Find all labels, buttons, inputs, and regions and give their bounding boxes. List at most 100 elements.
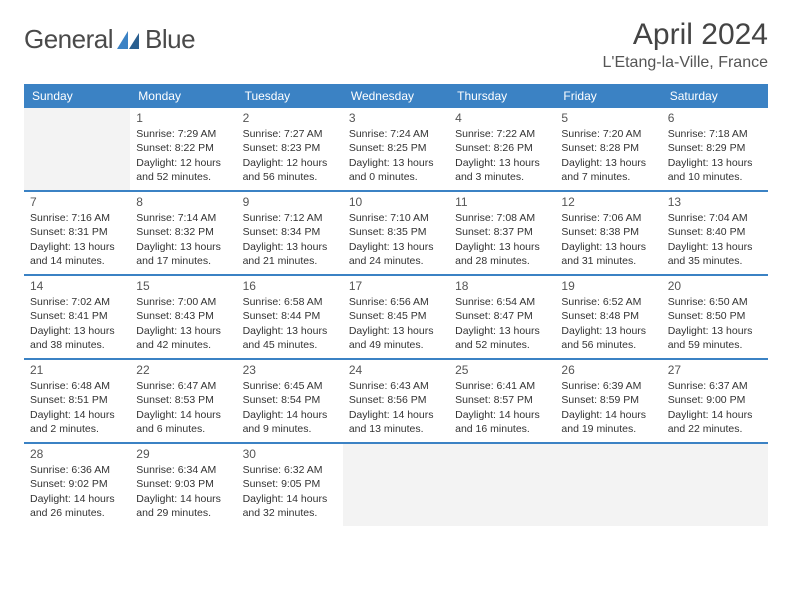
sunset-text: Sunset: 8:48 PM: [561, 309, 655, 323]
sunrise-text: Sunrise: 7:20 AM: [561, 127, 655, 141]
sunrise-text: Sunrise: 7:16 AM: [30, 211, 124, 225]
page: General Blue April 2024 L'Etang-la-Ville…: [0, 0, 792, 544]
weeks-container: 1Sunrise: 7:29 AMSunset: 8:22 PMDaylight…: [24, 108, 768, 526]
calendar-cell-empty: [24, 108, 130, 190]
calendar-cell: 13Sunrise: 7:04 AMSunset: 8:40 PMDayligh…: [662, 192, 768, 274]
sunset-text: Sunset: 8:31 PM: [30, 225, 124, 239]
day-number: 26: [561, 362, 655, 378]
calendar-cell: 16Sunrise: 6:58 AMSunset: 8:44 PMDayligh…: [237, 276, 343, 358]
daylight-text: Daylight: 13 hours and 56 minutes.: [561, 324, 655, 352]
week-row: 28Sunrise: 6:36 AMSunset: 9:02 PMDayligh…: [24, 444, 768, 526]
sunset-text: Sunset: 8:40 PM: [668, 225, 762, 239]
day-number: 4: [455, 110, 549, 126]
daylight-text: Daylight: 14 hours and 6 minutes.: [136, 408, 230, 436]
sunset-text: Sunset: 8:28 PM: [561, 141, 655, 155]
day-number: 30: [243, 446, 337, 462]
calendar-cell: 2Sunrise: 7:27 AMSunset: 8:23 PMDaylight…: [237, 108, 343, 190]
day-number: 7: [30, 194, 124, 210]
calendar-cell: 7Sunrise: 7:16 AMSunset: 8:31 PMDaylight…: [24, 192, 130, 274]
daylight-text: Daylight: 13 hours and 59 minutes.: [668, 324, 762, 352]
day-number: 17: [349, 278, 443, 294]
day-number: 3: [349, 110, 443, 126]
sunset-text: Sunset: 8:34 PM: [243, 225, 337, 239]
sunset-text: Sunset: 8:37 PM: [455, 225, 549, 239]
calendar-cell-empty: [449, 444, 555, 526]
daylight-text: Daylight: 14 hours and 19 minutes.: [561, 408, 655, 436]
daylight-text: Daylight: 12 hours and 56 minutes.: [243, 156, 337, 184]
sunset-text: Sunset: 8:51 PM: [30, 393, 124, 407]
day-number: 18: [455, 278, 549, 294]
sunset-text: Sunset: 8:26 PM: [455, 141, 549, 155]
sunrise-text: Sunrise: 6:41 AM: [455, 379, 549, 393]
sunset-text: Sunset: 9:02 PM: [30, 477, 124, 491]
day-number: 21: [30, 362, 124, 378]
sunset-text: Sunset: 8:47 PM: [455, 309, 549, 323]
day-number: 9: [243, 194, 337, 210]
sunrise-text: Sunrise: 6:37 AM: [668, 379, 762, 393]
calendar-cell: 9Sunrise: 7:12 AMSunset: 8:34 PMDaylight…: [237, 192, 343, 274]
daylight-text: Daylight: 13 hours and 3 minutes.: [455, 156, 549, 184]
daylight-text: Daylight: 13 hours and 10 minutes.: [668, 156, 762, 184]
day-number: 28: [30, 446, 124, 462]
sunset-text: Sunset: 8:32 PM: [136, 225, 230, 239]
calendar-cell-empty: [662, 444, 768, 526]
calendar-cell: 4Sunrise: 7:22 AMSunset: 8:26 PMDaylight…: [449, 108, 555, 190]
day-header-cell: Wednesday: [343, 84, 449, 108]
sunrise-text: Sunrise: 7:22 AM: [455, 127, 549, 141]
calendar-cell: 17Sunrise: 6:56 AMSunset: 8:45 PMDayligh…: [343, 276, 449, 358]
sunset-text: Sunset: 8:41 PM: [30, 309, 124, 323]
sunrise-text: Sunrise: 6:45 AM: [243, 379, 337, 393]
day-number: 24: [349, 362, 443, 378]
day-number: 6: [668, 110, 762, 126]
sunrise-text: Sunrise: 7:29 AM: [136, 127, 230, 141]
location: L'Etang-la-Ville, France: [602, 54, 768, 72]
sunrise-text: Sunrise: 6:43 AM: [349, 379, 443, 393]
day-header-cell: Thursday: [449, 84, 555, 108]
sunrise-text: Sunrise: 6:34 AM: [136, 463, 230, 477]
sunrise-text: Sunrise: 7:14 AM: [136, 211, 230, 225]
calendar-cell: 1Sunrise: 7:29 AMSunset: 8:22 PMDaylight…: [130, 108, 236, 190]
sunrise-text: Sunrise: 6:54 AM: [455, 295, 549, 309]
day-number: 27: [668, 362, 762, 378]
day-number: 14: [30, 278, 124, 294]
day-number: 10: [349, 194, 443, 210]
sunset-text: Sunset: 8:50 PM: [668, 309, 762, 323]
sunrise-text: Sunrise: 6:32 AM: [243, 463, 337, 477]
header: General Blue April 2024 L'Etang-la-Ville…: [24, 18, 768, 72]
day-number: 5: [561, 110, 655, 126]
calendar-cell-empty: [343, 444, 449, 526]
sunset-text: Sunset: 8:38 PM: [561, 225, 655, 239]
daylight-text: Daylight: 13 hours and 52 minutes.: [455, 324, 549, 352]
calendar-cell: 22Sunrise: 6:47 AMSunset: 8:53 PMDayligh…: [130, 360, 236, 442]
sunset-text: Sunset: 8:44 PM: [243, 309, 337, 323]
sunrise-text: Sunrise: 7:27 AM: [243, 127, 337, 141]
calendar-cell: 30Sunrise: 6:32 AMSunset: 9:05 PMDayligh…: [237, 444, 343, 526]
day-number: 19: [561, 278, 655, 294]
daylight-text: Daylight: 13 hours and 49 minutes.: [349, 324, 443, 352]
sunrise-text: Sunrise: 7:10 AM: [349, 211, 443, 225]
logo-word2: Blue: [145, 24, 195, 55]
day-number: 20: [668, 278, 762, 294]
calendar-cell: 8Sunrise: 7:14 AMSunset: 8:32 PMDaylight…: [130, 192, 236, 274]
sunset-text: Sunset: 9:05 PM: [243, 477, 337, 491]
calendar-cell: 10Sunrise: 7:10 AMSunset: 8:35 PMDayligh…: [343, 192, 449, 274]
sunset-text: Sunset: 8:59 PM: [561, 393, 655, 407]
day-header-cell: Sunday: [24, 84, 130, 108]
daylight-text: Daylight: 13 hours and 17 minutes.: [136, 240, 230, 268]
daylight-text: Daylight: 13 hours and 28 minutes.: [455, 240, 549, 268]
daylight-text: Daylight: 13 hours and 24 minutes.: [349, 240, 443, 268]
sunrise-text: Sunrise: 7:02 AM: [30, 295, 124, 309]
daylight-text: Daylight: 13 hours and 7 minutes.: [561, 156, 655, 184]
day-number: 29: [136, 446, 230, 462]
calendar-cell: 24Sunrise: 6:43 AMSunset: 8:56 PMDayligh…: [343, 360, 449, 442]
sunset-text: Sunset: 8:57 PM: [455, 393, 549, 407]
daylight-text: Daylight: 14 hours and 13 minutes.: [349, 408, 443, 436]
sunrise-text: Sunrise: 7:18 AM: [668, 127, 762, 141]
day-number: 1: [136, 110, 230, 126]
sunrise-text: Sunrise: 6:58 AM: [243, 295, 337, 309]
sunrise-text: Sunrise: 7:00 AM: [136, 295, 230, 309]
day-header-cell: Saturday: [662, 84, 768, 108]
logo-sail-icon: [117, 31, 139, 49]
daylight-text: Daylight: 14 hours and 9 minutes.: [243, 408, 337, 436]
sunset-text: Sunset: 8:45 PM: [349, 309, 443, 323]
